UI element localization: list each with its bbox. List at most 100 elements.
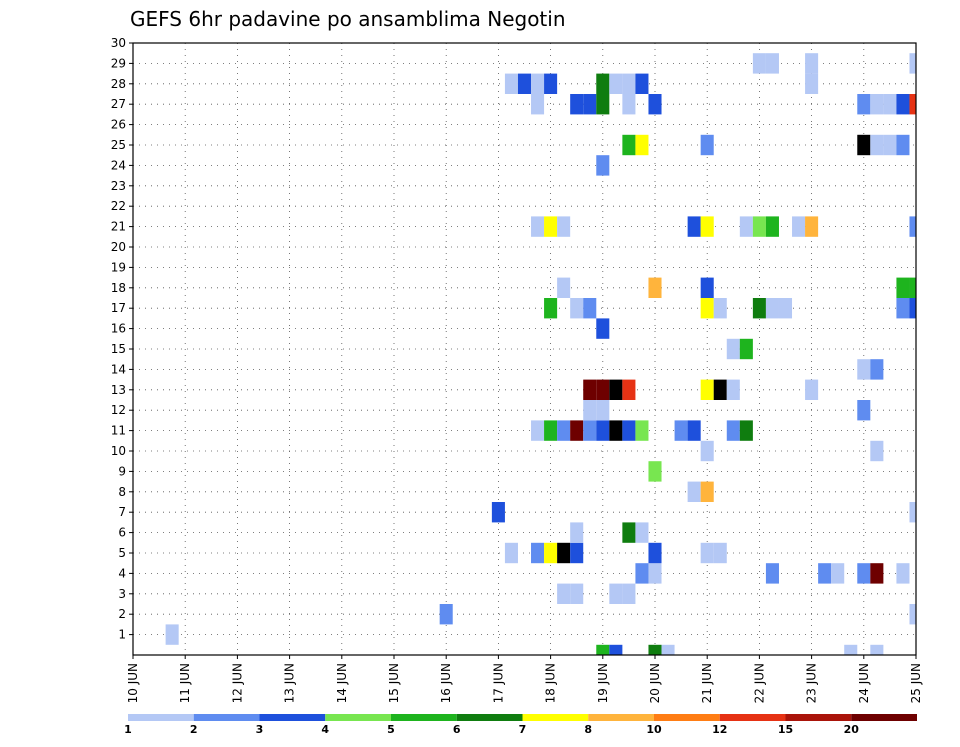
heatmap-cell [909,216,916,237]
heatmap-cell [765,298,779,319]
colorbar-label: 1 [124,723,132,736]
heatmap-cell [622,522,636,543]
heatmap-cell [700,379,714,400]
heatmap-cell [726,379,740,400]
heatmap-cell [700,277,714,298]
x-tick-label: 22 JUN [752,663,766,703]
y-tick-label: 11 [111,424,126,438]
heatmap-cell [544,73,558,94]
heatmap-cell [713,298,727,319]
heatmap-cell [596,73,610,94]
heatmap-cell [609,583,623,604]
x-tick-label: 21 JUN [700,663,714,703]
heatmap-cell [648,277,662,298]
colorbar-label: 7 [519,723,527,736]
heatmap-cell [700,216,714,237]
heatmap-cell [844,644,858,655]
colorbar: 1 2 3 4 5 6 7 8 10 12 15 20 [124,714,917,736]
heatmap-cell [596,420,610,441]
y-tick-label: 7 [118,505,126,519]
heatmap-cell [648,644,662,655]
heatmap-cell [700,440,714,462]
y-tick-label: 15 [111,342,126,356]
heatmap-cell [635,563,649,584]
heatmap-cell [896,134,910,156]
heatmap-cell [648,563,662,584]
colorbar-label: 8 [584,723,592,736]
heatmap-cell [909,502,916,523]
y-tick-label: 2 [118,607,126,621]
heatmap-cell [609,644,623,655]
colorbar-swatch [193,714,260,721]
heatmap-cell [622,420,636,441]
heatmap-cell [596,155,610,176]
y-tick-label: 26 [111,118,126,132]
heatmap-cell [609,379,623,400]
y-tick-label: 8 [118,485,126,499]
y-tick-label: 13 [111,383,126,397]
heatmap-cell [739,216,753,237]
colorbar-swatch [654,714,720,721]
x-tick-label: 23 JUN [805,663,819,703]
x-tick-label: 12 JUN [230,663,244,703]
x-tick-label: 20 JUN [648,663,662,703]
heatmap-cell [570,583,584,604]
y-tick-label: 24 [111,158,126,172]
heatmap-cell [544,420,558,441]
heatmap-cell [870,644,884,655]
heatmap-cell [765,216,779,237]
heatmap-cell [713,542,727,564]
y-tick-label: 29 [111,56,126,70]
y-tick-label: 6 [118,526,126,540]
heatmap-cell [544,298,558,319]
heatmap-cell [531,94,545,115]
colorbar-label: 15 [778,723,793,736]
heatmap-cell [752,216,766,237]
heatmap-cell [517,73,532,94]
heatmap-cell [896,277,910,298]
x-tick-label: 18 JUN [544,663,558,703]
heatmap-cell [883,134,897,156]
heatmap-cell [700,134,714,156]
chart-title: GEFS 6hr padavine po ansamblima Negotin [130,7,566,31]
heatmap-cell [778,298,793,319]
colorbar-swatch [785,714,852,721]
x-tick-label: 16 JUN [439,663,453,703]
y-tick-label: 3 [118,587,126,601]
heatmap-cell [857,94,871,115]
heatmap-cell [596,94,610,115]
colorbar-swatch [522,714,589,721]
heatmap-cell [752,298,766,319]
heatmap-cell [857,563,871,584]
y-tick-label: 14 [111,362,126,376]
heatmap-cell [635,134,649,156]
heatmap-cell [557,216,571,237]
heatmap-cell [557,542,571,564]
heatmap-cell [622,583,636,604]
heatmap-cell [805,216,819,237]
heatmap-cell [544,216,558,237]
heatmap-cell [570,542,584,564]
heatmap-cell [765,53,779,74]
heatmap-cell [648,94,662,115]
x-tick-label: 11 JUN [178,663,192,703]
heatmap-cell [531,542,545,564]
heatmap-cell [165,624,179,645]
y-tick-label: 18 [111,281,126,295]
colorbar-swatch [325,714,391,721]
heatmap-cell [805,379,819,400]
y-tick-label: 30 [111,36,126,50]
colorbar-label: 2 [190,723,198,736]
y-tick-label: 9 [118,464,126,478]
heatmap-cell [596,644,610,655]
heatmap-cell [557,583,571,604]
heatmap-cell [635,420,649,441]
heatmap-cell [739,420,753,441]
heatmap-cell [726,420,740,441]
heatmap-cell [909,94,916,115]
heatmap-cell [557,420,571,441]
colorbar-label: 5 [387,723,395,736]
y-tick-label: 27 [111,97,126,111]
x-tick-label: 15 JUN [387,663,401,703]
